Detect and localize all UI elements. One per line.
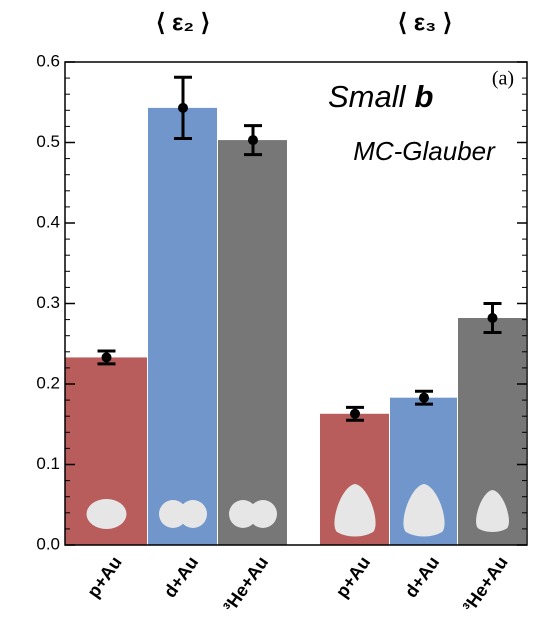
x-tick-label-group: ³He+Au	[459, 553, 512, 617]
data-point	[350, 408, 360, 419]
group-label: ⟨ ε₂ ⟩	[156, 9, 210, 36]
y-tick-label: 0.2	[36, 373, 60, 392]
y-tick-label: 0.5	[36, 132, 60, 151]
x-tick-label: d+Au	[160, 553, 202, 602]
nucleus-shape	[476, 490, 509, 532]
x-tick-label-group: ³He+Au	[219, 553, 272, 617]
bar	[218, 140, 287, 545]
nucleus-shape	[179, 500, 207, 528]
x-tick-label-group: d+Au	[160, 553, 202, 602]
x-tick-label-group: d+Au	[401, 553, 443, 602]
y-tick-label: 0.4	[36, 212, 60, 231]
y-tick-label: 0.3	[36, 293, 60, 312]
x-tick-label: p+Au	[332, 553, 374, 602]
data-point	[487, 312, 498, 323]
data-point	[178, 102, 188, 113]
nucleus-shape	[249, 500, 277, 528]
x-tick-label-group: p+Au	[332, 553, 374, 602]
x-tick-label: d+Au	[401, 553, 443, 602]
nucleus-shape	[86, 499, 127, 529]
x-tick-label: p+Au	[83, 553, 125, 602]
x-tick-label: ³He+Au	[219, 553, 272, 617]
group-label: ⟨ ε₃ ⟩	[398, 9, 453, 36]
data-point	[101, 352, 112, 363]
x-tick-label: ³He+Au	[459, 553, 512, 617]
y-tick-label: 0.6	[36, 51, 60, 70]
data-point	[419, 392, 429, 403]
annotation-model: MC-Glauber	[353, 136, 496, 166]
nucleus-shape	[334, 484, 376, 537]
nucleus-shape	[229, 500, 257, 528]
nucleus-shape	[403, 484, 445, 537]
annotation-word: Small	[328, 79, 407, 114]
bar	[148, 107, 217, 545]
y-tick-label: 0.0	[36, 534, 60, 553]
data-point	[248, 135, 258, 146]
annotation-title: Small b	[328, 79, 434, 114]
nucleus-shape	[159, 500, 187, 528]
y-tick-label: 0.1	[36, 454, 60, 473]
panel-label: (a)	[492, 68, 514, 90]
annotation-symbol: b	[415, 79, 434, 114]
x-tick-label-group: p+Au	[83, 553, 125, 602]
